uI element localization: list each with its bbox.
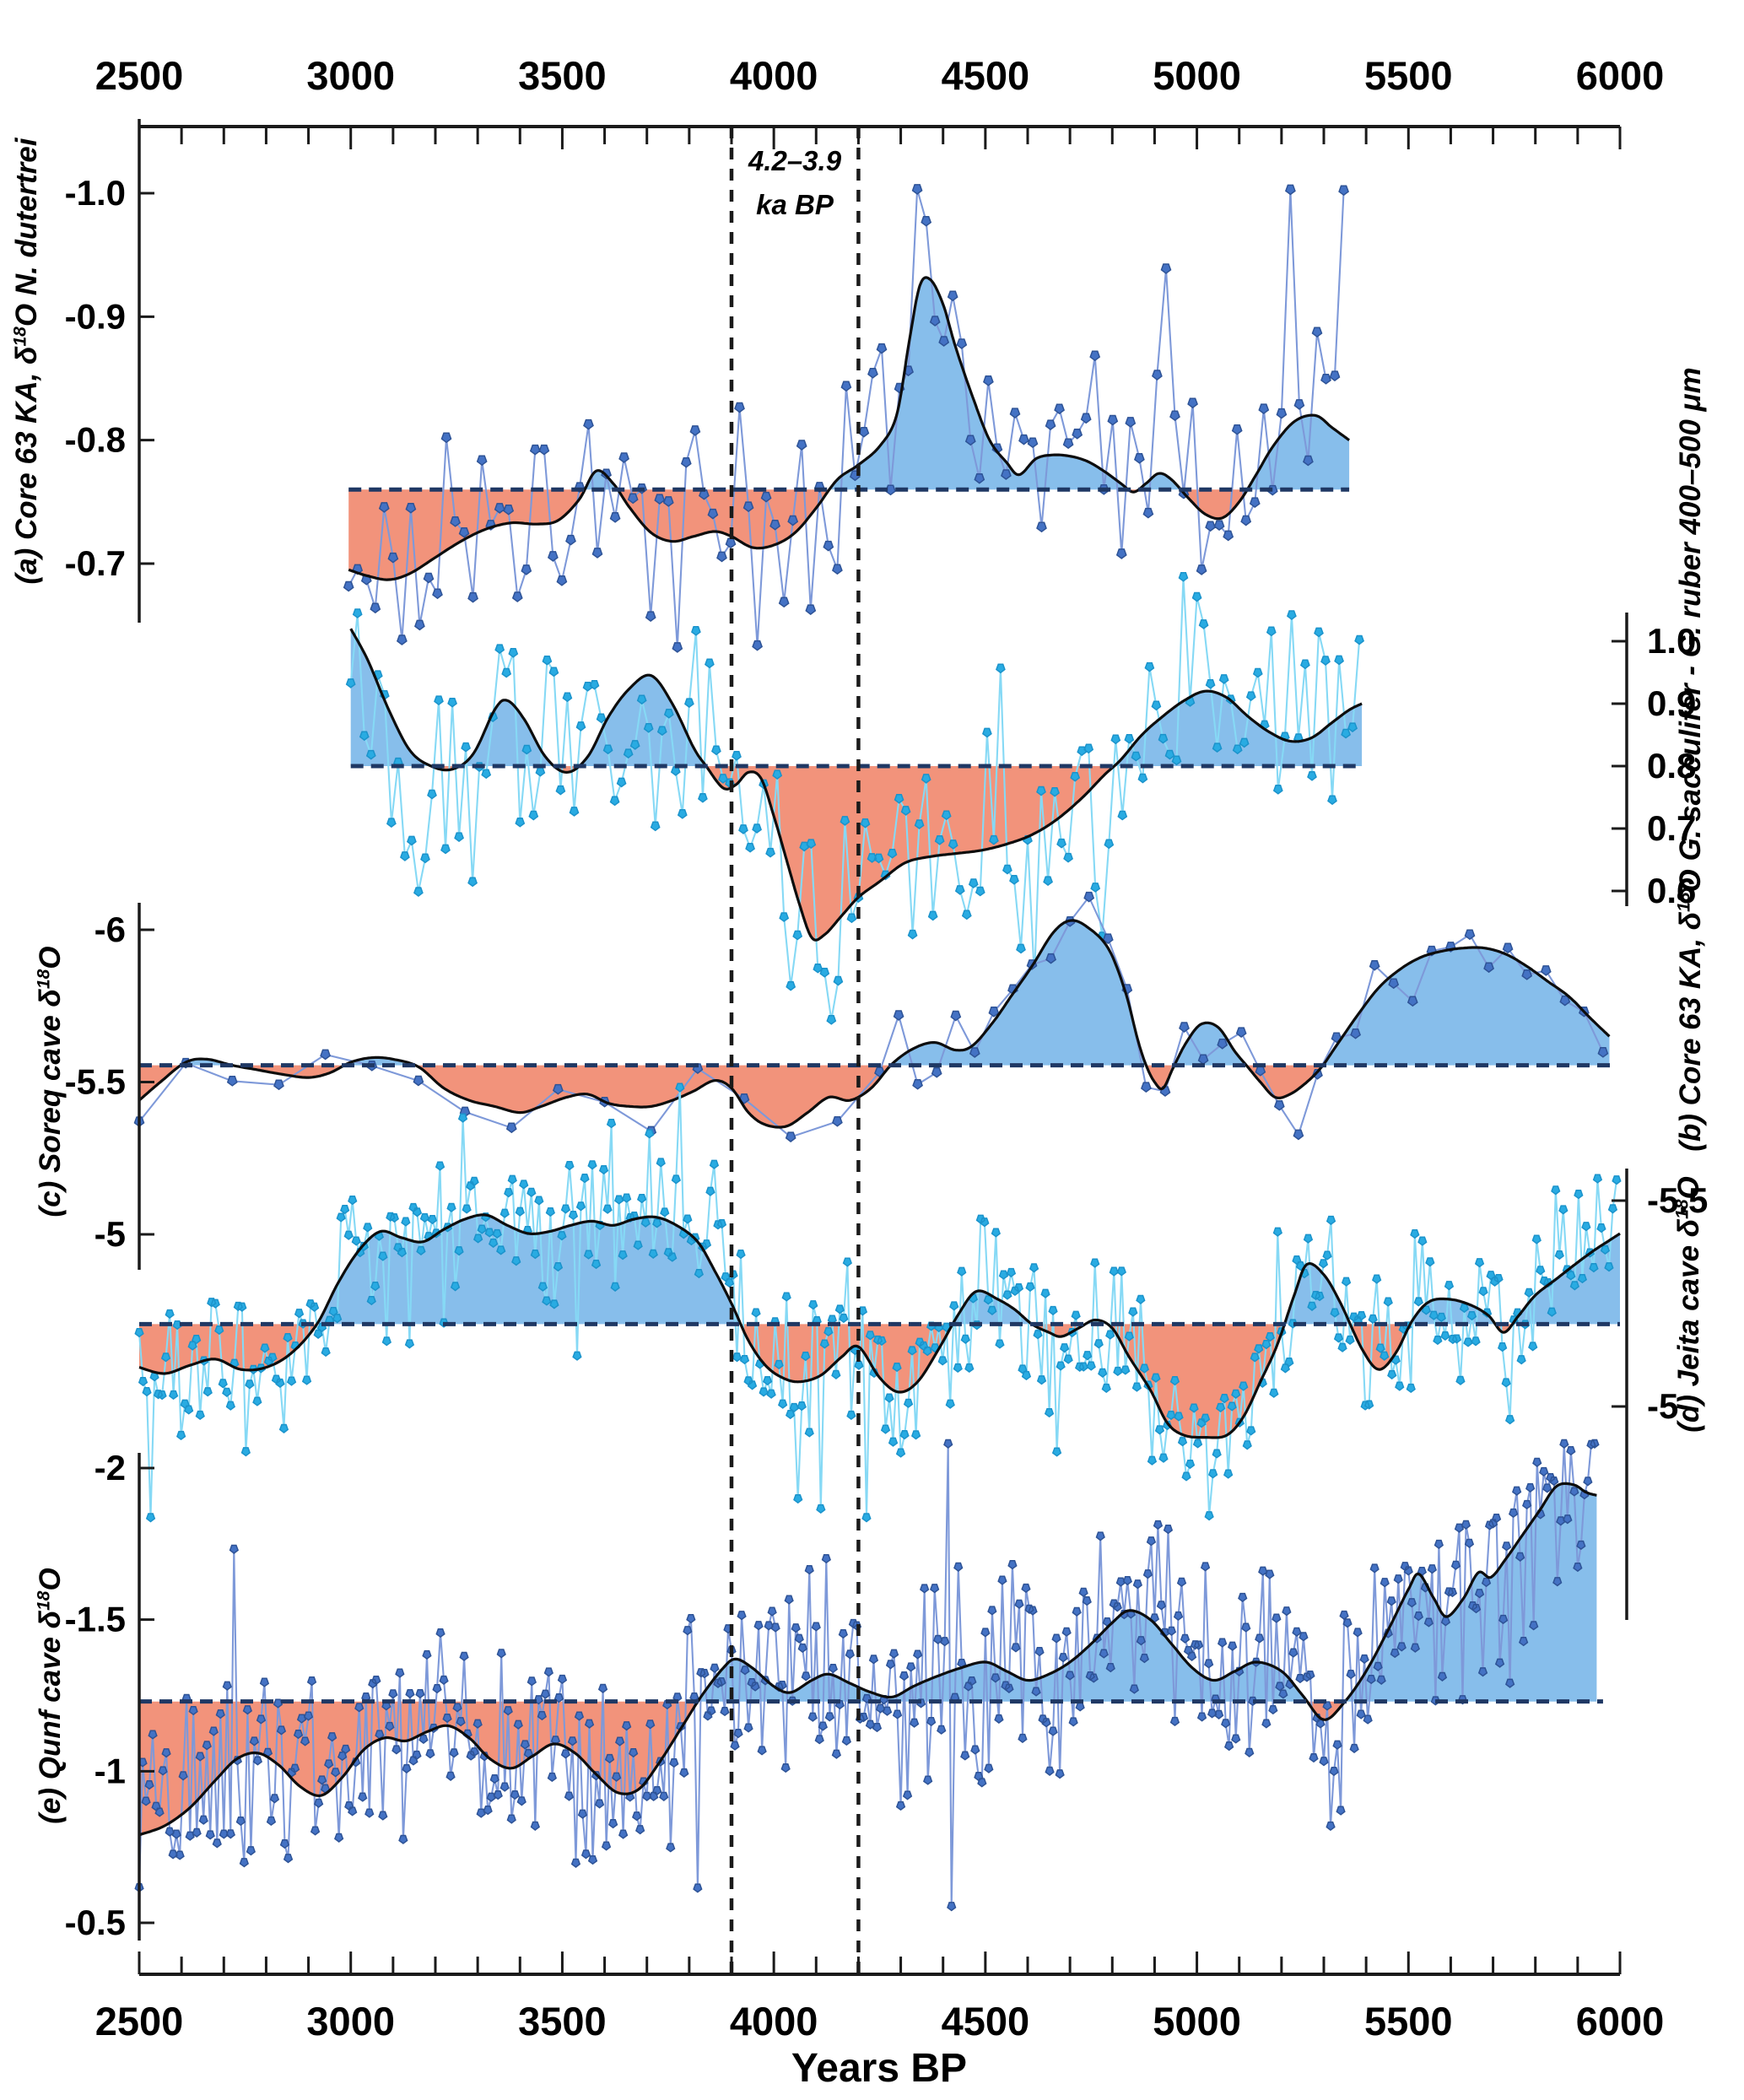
panel-d-raw-markers <box>134 1082 1622 1523</box>
event-band-label-line1: 4.2–3.9 <box>748 145 842 176</box>
axis-label-panel-c: (c) Soreq cave δ18O <box>34 946 67 1217</box>
panel-c-smoothed-line <box>138 919 1611 1129</box>
y-tick-label: -5.5 <box>1647 1180 1708 1220</box>
y-tick-label: -1 <box>94 1751 126 1790</box>
x-tick-label: 4500 <box>942 53 1030 98</box>
panel-c-fill-below-mean <box>139 1065 181 1101</box>
y-tick-label: -1.5 <box>65 1600 126 1639</box>
x-axes: 2500 3000 3500 4000 4500 5000 5500 6000 2500 3000… <box>95 53 1665 2043</box>
x-tick-label: 4000 <box>730 53 818 98</box>
panel-c-fill-below-mean <box>232 1065 344 1078</box>
y-tick-label: -2 <box>94 1448 126 1487</box>
panel-e-fill-below-mean <box>139 1701 699 1835</box>
panel-d-fill-below-mean <box>740 1324 953 1392</box>
panel-c-fill-above-mean <box>890 920 1147 1066</box>
x-tick-label: 3500 <box>518 53 607 98</box>
y-tick-label: -0.8 <box>65 420 126 460</box>
panel-d-smoothed-line <box>138 1213 1621 1439</box>
panel-a-smoothed-line <box>348 276 1351 581</box>
x-axis-title: Years BP <box>791 2046 968 2091</box>
data-point-markers <box>134 1082 1622 1523</box>
panel-b-smoothed-line <box>349 628 1363 942</box>
panel-a-fill-below-mean <box>618 489 829 548</box>
panel-b-raw-line <box>349 576 1361 1020</box>
panel-d-fill-below-mean <box>1032 1324 1086 1337</box>
y-tick-label: -1.0 <box>65 173 126 213</box>
y-tick-label: -6 <box>94 910 126 949</box>
y-tick-label: -0.5 <box>65 1903 126 1942</box>
y-tick-label: -0.7 <box>65 543 126 583</box>
x-tick-label: 5000 <box>1153 53 1241 98</box>
panel-e <box>134 1439 1603 1912</box>
panel-c <box>133 891 1614 1143</box>
event-band <box>729 127 861 1974</box>
data-point-markers <box>343 184 1349 653</box>
x-tick-label: 6000 <box>1576 1999 1665 2043</box>
x-tick-label: 4500 <box>942 1999 1030 2043</box>
x-tick-label: 3500 <box>518 1999 607 2043</box>
panel-b-fill-below-mean <box>705 766 1115 941</box>
panel-e-smoothed-line <box>138 1482 1598 1837</box>
x-tick-label: 2500 <box>95 53 184 98</box>
x-tick-label: 5500 <box>1364 1999 1453 2043</box>
panel-b-fill-above-mean <box>350 629 431 766</box>
axis-label-panel-b: (b) Core 63 KA, δ18O G. sacculifer - G. … <box>1674 367 1707 1152</box>
panel-d <box>134 1082 1622 1523</box>
y-tick-label: 0.9 <box>1647 683 1696 723</box>
panel-c-fill-below-mean <box>1146 1065 1174 1089</box>
panel-a-raw-markers <box>343 184 1349 653</box>
panel-e-fill-above-mean <box>1345 1483 1597 1702</box>
panel-a-y-axis: -1.0 -0.9 -0.8 -0.7 <box>65 119 154 623</box>
x-tick-label: 2500 <box>95 1999 184 2043</box>
x-tick-label: 3000 <box>306 1999 395 2043</box>
panel-a-raw-line <box>348 189 1345 648</box>
event-band-label-line2: ka BP <box>756 189 834 220</box>
y-tick-label: -5 <box>94 1214 126 1254</box>
y-tick-label: -5.5 <box>65 1062 126 1102</box>
axis-label-panel-a: (a) Core 63 KA, δ18O N. dutertrei <box>10 138 43 585</box>
x-tick-label: 4000 <box>730 1999 818 2043</box>
axis-label-panel-e: (e) Qunf cave δ18O <box>34 1568 67 1824</box>
x-tick-label: 3000 <box>306 53 395 98</box>
x-tick-label: 6000 <box>1576 53 1665 98</box>
panel-e-fill-above-mean <box>698 1610 1308 1702</box>
panel-a-fill-above-mean <box>829 277 1128 490</box>
panel-c-fill-above-mean <box>1322 947 1610 1066</box>
x-tick-label: 5500 <box>1364 53 1453 98</box>
panel-c-fill-below-mean <box>415 1065 891 1127</box>
y-tick-label: 0.7 <box>1647 808 1696 848</box>
y-tick-label: 0.6 <box>1647 871 1696 910</box>
panel-d-y-axis: -5.5 -5 <box>1612 1169 1708 1620</box>
y-tick-label: -0.9 <box>65 296 126 336</box>
panel-e-y-axis: -2 -1.5 -1 -0.5 <box>65 1448 154 1942</box>
axis-label-panel-d: (d) Jeita cave δ18O <box>1672 1176 1705 1433</box>
panel-b-fill-above-mean <box>460 699 554 766</box>
panel-a-fill-above-mean <box>1247 415 1350 490</box>
panel-a <box>343 184 1351 653</box>
panel-c-y-axis: -6 -5.5 -5 <box>65 903 154 1270</box>
panel-c-fill-below-mean <box>1246 1065 1323 1099</box>
panel-b-y-axis: 1.0 0.9 0.8 0.7 0.6 <box>1612 613 1696 910</box>
panel-d-fill-above-mean <box>1512 1234 1620 1325</box>
x-tick-label: 5000 <box>1153 1999 1241 2043</box>
panel-b <box>345 571 1364 1025</box>
panel-b-fill-above-mean <box>579 675 706 766</box>
y-tick-label: -5 <box>1647 1386 1678 1426</box>
y-tick-label: 1.0 <box>1647 621 1696 661</box>
y-tick-label: 0.8 <box>1647 746 1696 785</box>
